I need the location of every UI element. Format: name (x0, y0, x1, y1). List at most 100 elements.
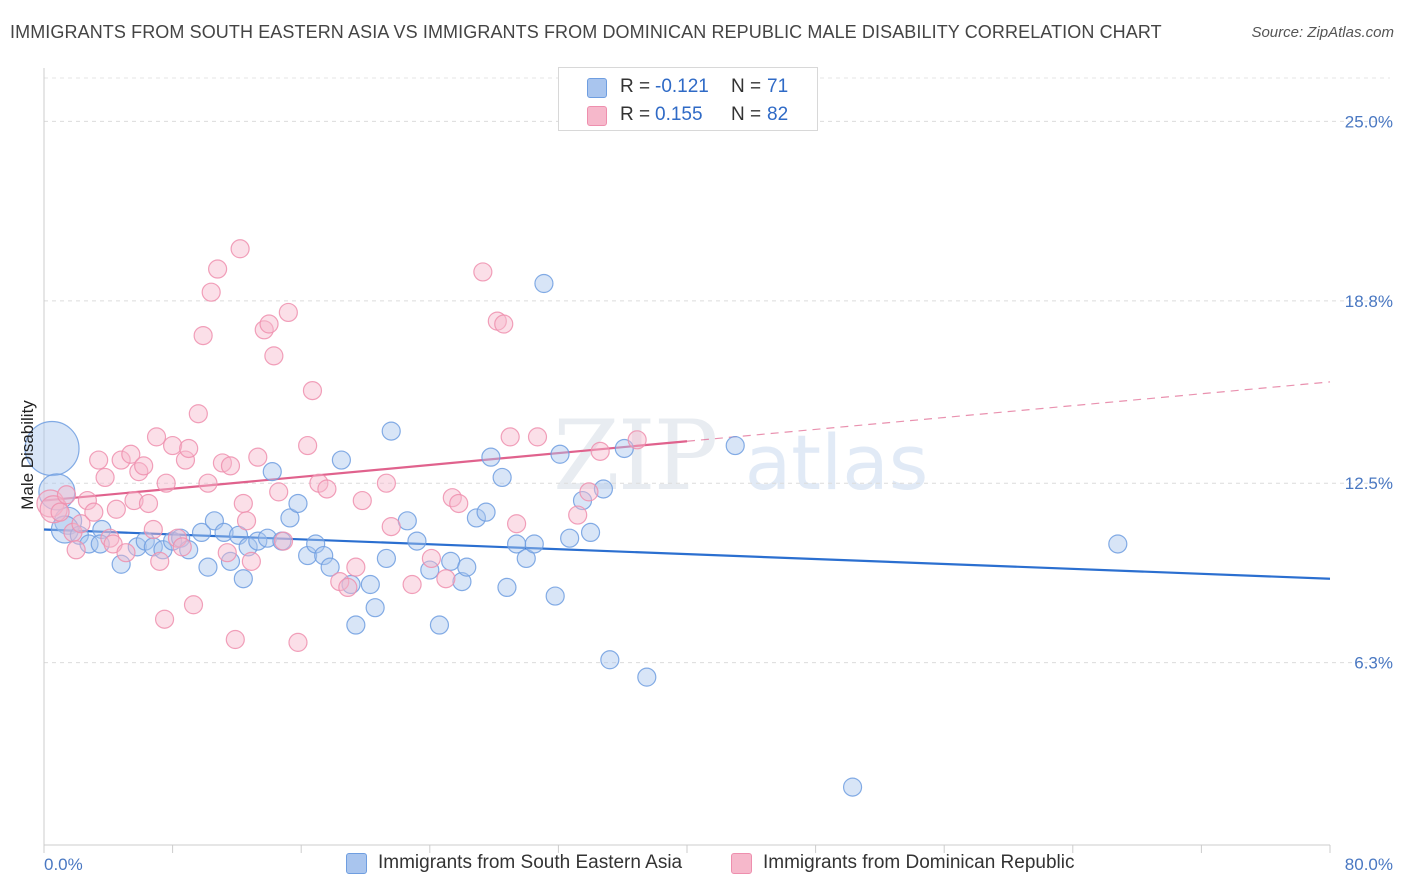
trend-line-dominican-republic-extension (686, 381, 1331, 442)
data-point-dominican-republic (56, 485, 77, 505)
data-point-dominican-republic (217, 543, 237, 563)
data-point-dominican-republic (421, 548, 442, 569)
y-tick-label: 18.8% (1345, 292, 1393, 311)
data-point-dominican-republic (494, 314, 514, 334)
data-point-dominican-republic (288, 632, 308, 652)
y-tick-label: 6.3% (1354, 654, 1393, 673)
data-point-south-eastern-asia (842, 777, 863, 797)
data-point-dominican-republic (95, 467, 115, 488)
data-point-dominican-republic (116, 543, 136, 563)
data-point-dominican-republic (193, 325, 213, 346)
legend-n-value: 82 (767, 104, 789, 125)
data-point-dominican-republic (134, 456, 154, 476)
data-point-dominican-republic (138, 493, 159, 514)
data-point-dominican-republic (121, 444, 141, 464)
data-point-south-eastern-asia (593, 479, 614, 499)
chart-title: IMMIGRANTS FROM SOUTH EASTERN ASIA VS IM… (10, 22, 1162, 42)
y-axis-label: Male Disability (18, 400, 37, 510)
y-tick-label: 25.0% (1345, 112, 1393, 131)
data-point-south-eastern-asia (314, 545, 334, 566)
axes (43, 68, 1331, 853)
x-tick-label: 80.0% (1345, 855, 1393, 874)
legend-label: Immigrants from Dominican Republic (763, 852, 1075, 873)
data-point-south-eastern-asia (545, 586, 565, 606)
data-point-south-eastern-asia (111, 554, 131, 574)
data-point-south-eastern-asia (24, 420, 80, 477)
correlation-legend: R = -0.121 N = 71 R = 0.155 N = 82 (558, 67, 818, 131)
data-point-south-eastern-asia (600, 650, 620, 670)
data-point-dominican-republic (241, 551, 261, 571)
data-point-dominican-republic (436, 569, 456, 589)
y-tick-label: 12.5% (1345, 474, 1393, 493)
data-point-dominican-republic (183, 595, 204, 615)
data-point-dominican-republic (84, 502, 104, 522)
data-point-dominican-republic (273, 531, 294, 551)
data-point-dominican-republic (298, 435, 318, 456)
data-point-dominican-republic (175, 450, 196, 470)
data-point-south-eastern-asia (550, 444, 570, 464)
data-point-dominican-republic (269, 482, 289, 502)
data-point-dominican-republic (124, 490, 144, 511)
data-point-south-eastern-asia (381, 421, 401, 441)
data-point-south-eastern-asia (376, 548, 396, 569)
data-point-dominican-republic (264, 346, 284, 366)
data-point-dominican-republic (220, 456, 241, 476)
legend-row-south-eastern-asia: R = -0.121 N = 71 (559, 73, 817, 101)
data-point-south-eastern-asia (492, 467, 512, 488)
data-point-south-eastern-asia (457, 557, 477, 577)
data-point-south-eastern-asia (725, 435, 745, 456)
data-point-dominican-republic (236, 511, 257, 531)
data-point-dominican-republic (156, 473, 176, 493)
data-point-dominican-republic (198, 473, 218, 493)
data-point-south-eastern-asia (524, 534, 544, 554)
legend-n-label: N = (731, 76, 762, 97)
data-point-dominican-republic (106, 499, 126, 519)
data-point-dominican-republic (172, 537, 192, 557)
data-point-dominican-republic (143, 519, 163, 540)
data-point-dominican-republic (163, 435, 183, 456)
data-point-dominican-republic (230, 239, 250, 259)
data-point-south-eastern-asia (365, 598, 385, 618)
data-point-south-eastern-asia (534, 273, 554, 294)
data-point-south-eastern-asia (331, 450, 351, 470)
data-point-dominican-republic (302, 380, 323, 401)
legend-swatch-pink (587, 106, 607, 126)
data-point-dominican-republic (111, 450, 131, 470)
legend-swatch-blue (587, 78, 607, 98)
data-point-dominican-republic (66, 540, 86, 560)
data-point-south-eastern-asia (360, 574, 380, 595)
data-point-south-eastern-asia (466, 508, 487, 528)
data-point-south-eastern-asia (257, 528, 278, 548)
chart-source: Source: ZipAtlas.com (1251, 24, 1394, 41)
data-point-south-eastern-asia (238, 537, 258, 557)
data-point-south-eastern-asia (1108, 534, 1128, 554)
data-point-south-eastern-asia (452, 572, 472, 592)
data-point-dominican-republic (627, 430, 647, 450)
data-point-south-eastern-asia (198, 557, 218, 577)
data-point-dominican-republic (248, 447, 268, 467)
data-point-dominican-republic (527, 427, 548, 447)
data-point-south-eastern-asia (280, 508, 300, 528)
legend-n-value: 71 (767, 76, 789, 97)
data-point-south-eastern-asia (346, 615, 366, 635)
data-point-south-eastern-asia (429, 615, 450, 635)
data-point-dominican-republic (500, 427, 520, 447)
data-point-dominican-republic (71, 514, 91, 534)
data-point-south-eastern-asia (397, 511, 417, 531)
data-point-dominican-republic (77, 490, 98, 511)
y-tick-labels: 6.3% 12.5% 18.8% 25.0% (1345, 112, 1393, 672)
legend-r-label: R = (620, 104, 651, 125)
data-point-dominican-republic (233, 493, 253, 514)
data-point-south-eastern-asia (262, 462, 282, 482)
data-point-dominican-republic (201, 282, 221, 302)
data-point-dominican-republic (568, 505, 588, 525)
data-point-dominican-republic (39, 495, 68, 524)
data-point-dominican-republic (259, 314, 279, 334)
data-point-south-eastern-asia (191, 522, 212, 543)
trend-lines (43, 381, 1331, 580)
data-point-dominican-republic (590, 441, 610, 461)
data-point-south-eastern-asia (288, 493, 308, 514)
data-point-south-eastern-asia (214, 522, 234, 543)
data-point-dominican-republic (449, 493, 469, 514)
